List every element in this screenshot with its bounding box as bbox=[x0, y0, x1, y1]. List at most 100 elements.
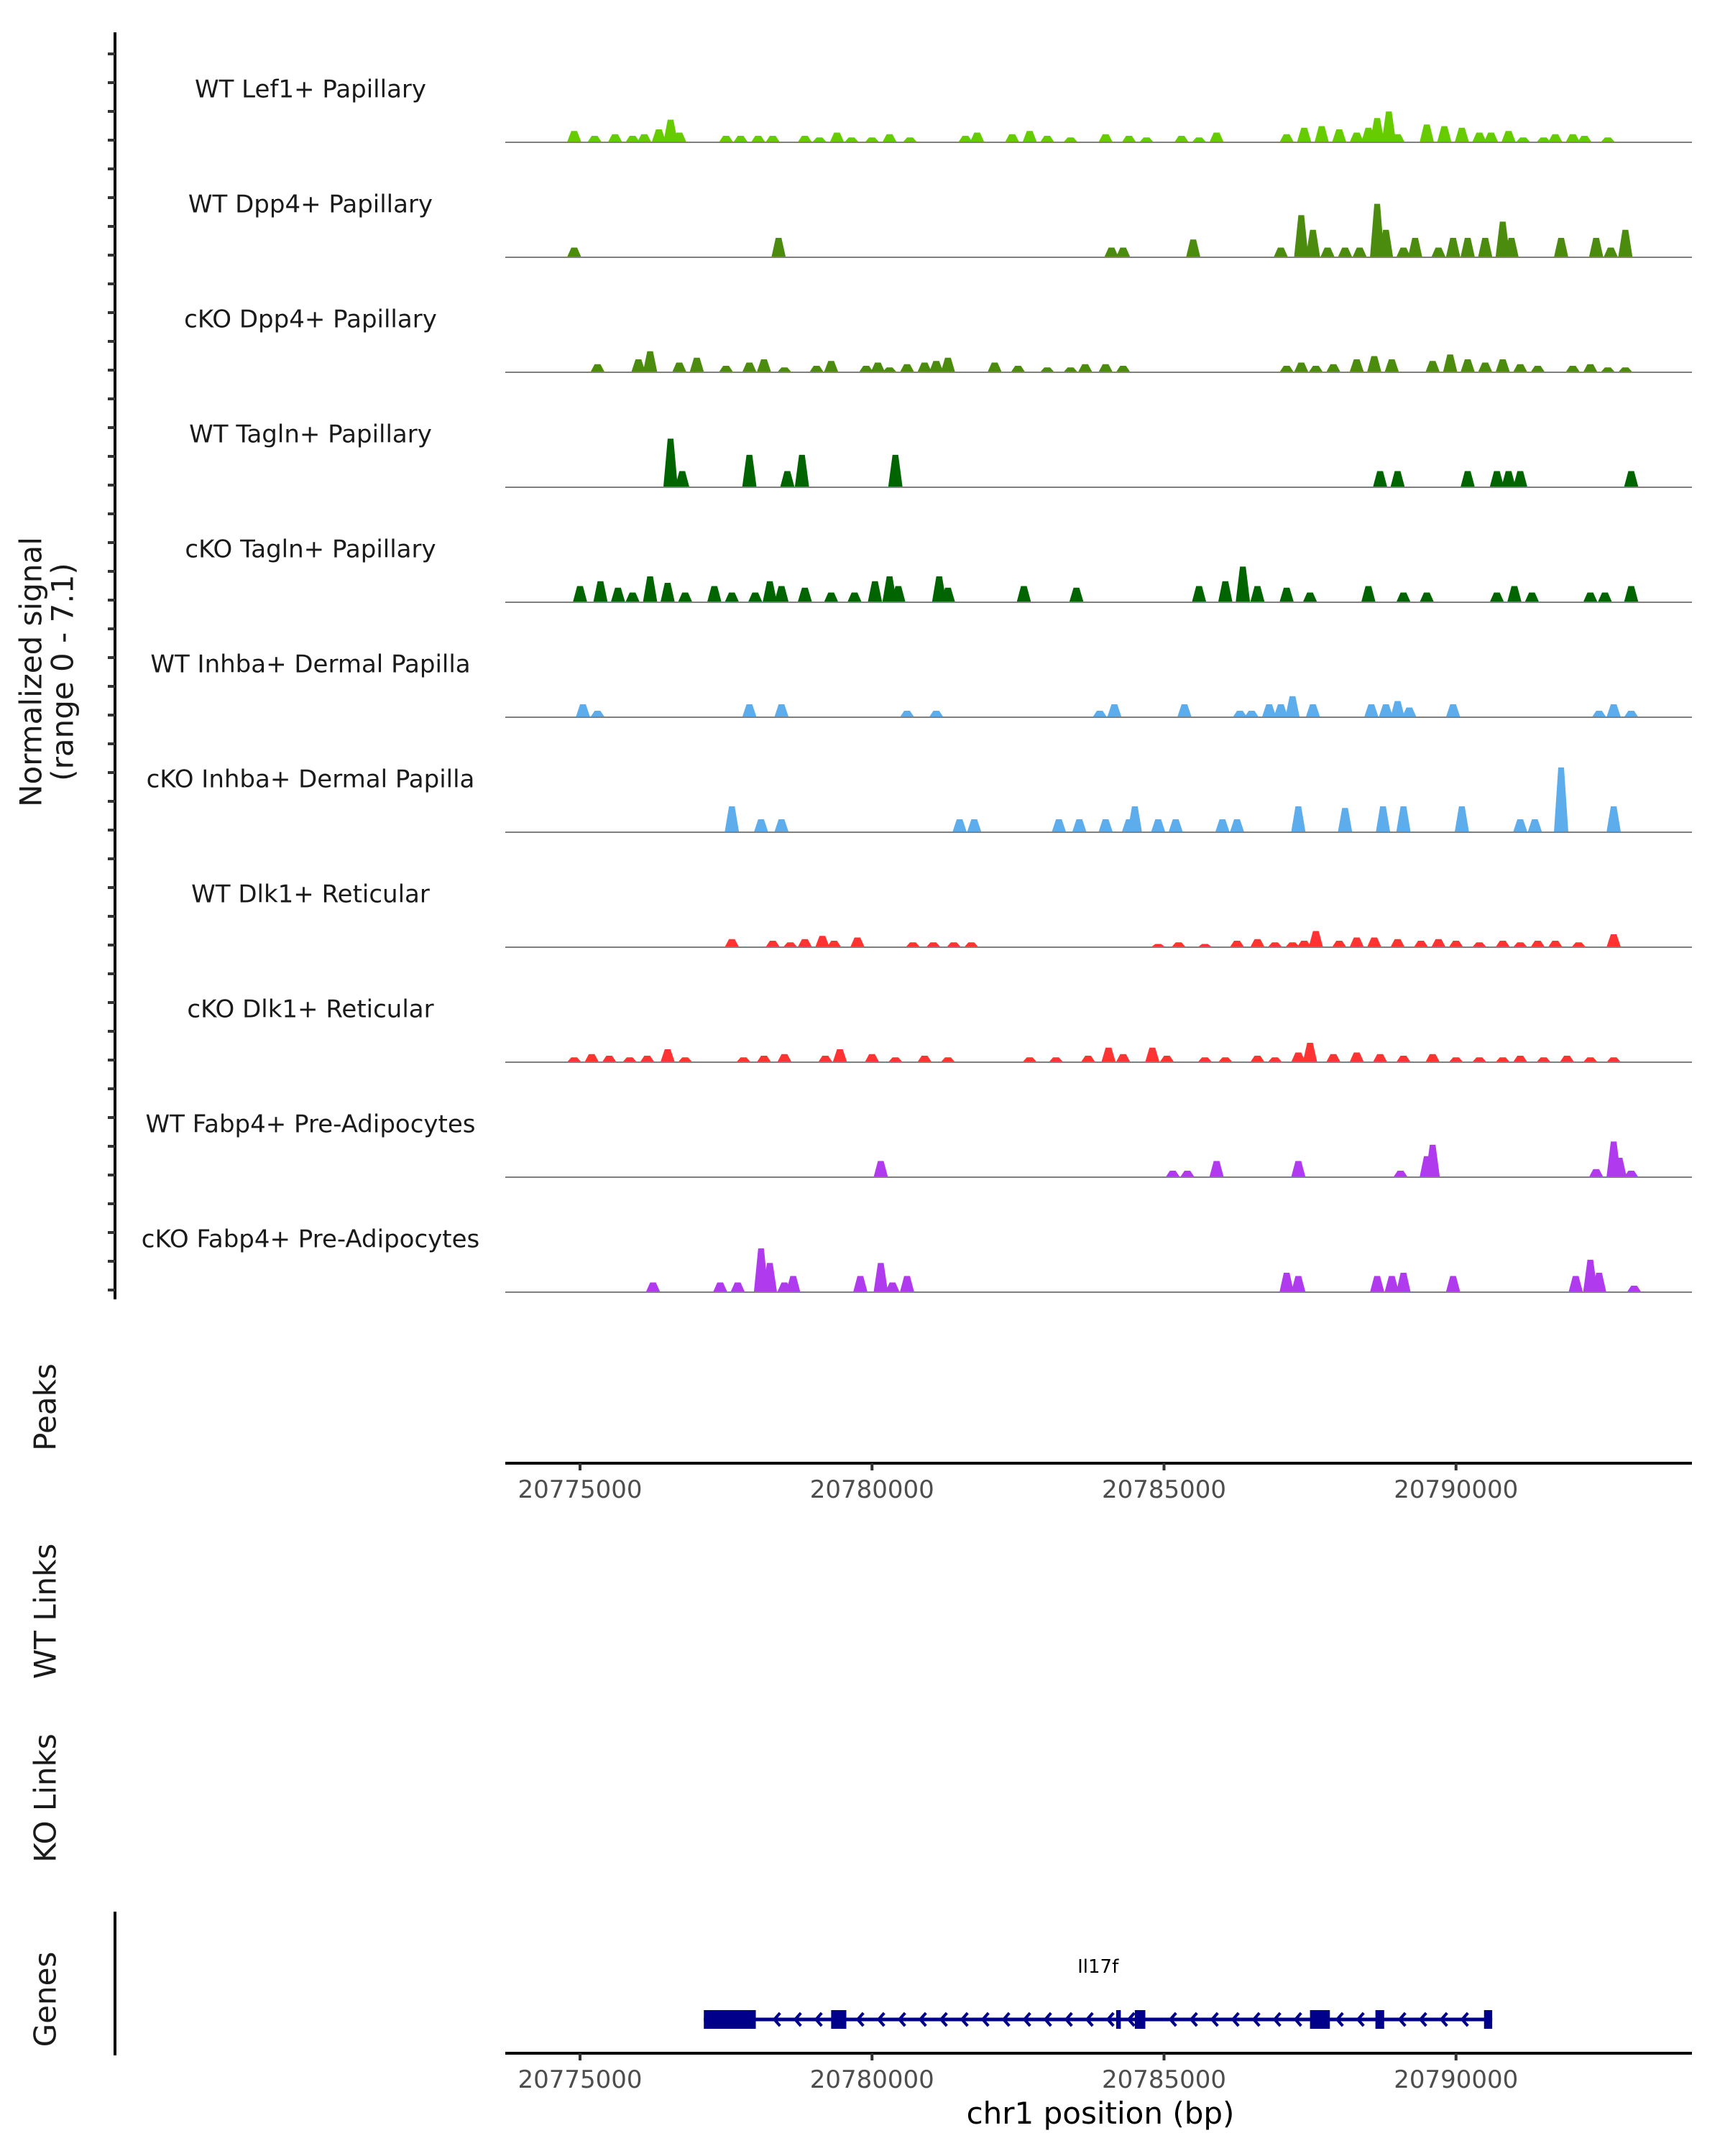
signal-peak bbox=[917, 1055, 932, 1062]
track: WT Tagln+ Papillary bbox=[189, 420, 1692, 488]
signal-peak bbox=[730, 1282, 745, 1292]
signal-peak bbox=[1393, 1170, 1408, 1177]
signal-peak bbox=[1560, 1055, 1575, 1062]
signal-peak bbox=[1431, 939, 1446, 947]
signal-peak bbox=[1291, 1161, 1306, 1177]
signal-peak bbox=[1145, 1047, 1160, 1062]
track: cKO Tagln+ Papillary bbox=[185, 535, 1692, 603]
signal-peak bbox=[1279, 1272, 1294, 1292]
signal-peak bbox=[672, 362, 687, 372]
track: cKO Inhba+ Dermal Papilla bbox=[147, 765, 1692, 833]
signal-peak bbox=[1349, 359, 1364, 372]
signal-peak bbox=[1098, 819, 1113, 832]
signal-peak bbox=[1308, 931, 1323, 947]
signal-peak bbox=[882, 134, 897, 142]
x-tick-label: 20775000 bbox=[518, 2065, 642, 2094]
signal-peak bbox=[753, 819, 768, 832]
signal-peak bbox=[1370, 203, 1385, 257]
x-axis-peaks: 20775000 20780000 20785000 20790000 bbox=[505, 1462, 1692, 1504]
signal-peak bbox=[1624, 586, 1639, 602]
signal-peak bbox=[873, 1263, 888, 1292]
signal-peak bbox=[610, 587, 625, 602]
signal-peak bbox=[660, 582, 675, 602]
signal-peak bbox=[1151, 819, 1166, 832]
signal-peak bbox=[1072, 819, 1087, 832]
signal-peak bbox=[1267, 1057, 1282, 1062]
signal-peak bbox=[847, 592, 862, 602]
signal-peak bbox=[1370, 1276, 1385, 1292]
signal-peak bbox=[1547, 940, 1563, 947]
signal-peak bbox=[1332, 129, 1347, 142]
signal-peak bbox=[566, 131, 581, 142]
signal-peak bbox=[952, 819, 967, 832]
track: WT Inhba+ Dermal Papilla bbox=[150, 650, 1692, 718]
signal-peak bbox=[1420, 592, 1435, 602]
signal-peak bbox=[777, 367, 792, 372]
signal-peak bbox=[1379, 704, 1394, 717]
signal-peak bbox=[882, 367, 897, 372]
track-label: WT Lef1+ Papillary bbox=[195, 75, 426, 104]
signal-peak bbox=[1384, 1276, 1399, 1292]
signal-peak bbox=[593, 581, 608, 602]
signal-peak bbox=[1565, 134, 1581, 142]
signal-peak bbox=[1604, 247, 1619, 257]
signal-peak bbox=[1624, 1170, 1639, 1177]
gene-track: Il17f bbox=[704, 1956, 1493, 2029]
signal-peak bbox=[885, 1282, 900, 1292]
signal-peak bbox=[1104, 247, 1119, 257]
signal-peak bbox=[1116, 365, 1131, 372]
strand-arrow-icon bbox=[1022, 2012, 1031, 2027]
signal-peak bbox=[1011, 365, 1026, 372]
signal-peak bbox=[786, 1276, 801, 1292]
signal-peak bbox=[1279, 134, 1294, 142]
signal-peak bbox=[742, 704, 757, 717]
signal-peak bbox=[1022, 131, 1037, 142]
strand-arrow-icon bbox=[814, 2012, 823, 2027]
signal-peak bbox=[1396, 1055, 1411, 1062]
signal-peak bbox=[1445, 704, 1460, 717]
signal-peak bbox=[797, 939, 812, 947]
signal-peak bbox=[958, 135, 973, 142]
signal-peak bbox=[719, 365, 734, 372]
signal-peak bbox=[750, 135, 765, 142]
signal-peak bbox=[1174, 135, 1189, 142]
signal-peak bbox=[1591, 1272, 1606, 1292]
signal-peak bbox=[1098, 134, 1113, 142]
signal-peak bbox=[1443, 354, 1458, 372]
signal-peak bbox=[1495, 359, 1510, 372]
signal-peak bbox=[1367, 356, 1381, 372]
signal-peak bbox=[1495, 940, 1510, 947]
wt-links-track-label: WT Links bbox=[28, 1544, 63, 1679]
signal-peak bbox=[765, 135, 781, 142]
signal-peak bbox=[1606, 934, 1622, 947]
signal-peak bbox=[967, 819, 982, 832]
signal-peak bbox=[637, 134, 652, 142]
strand-arrow-icon bbox=[939, 2012, 948, 2027]
strand-arrow-icon bbox=[1085, 2012, 1094, 2027]
track: WT Dpp4+ Papillary bbox=[188, 190, 1692, 258]
y-axis-title: Normalized signal (range 0 - 7.1) bbox=[14, 537, 80, 807]
signal-peak bbox=[1101, 1047, 1116, 1062]
signal-peak bbox=[1583, 592, 1598, 602]
peaks-track-label: Peaks bbox=[28, 1363, 63, 1451]
track: WT Dlk1+ Reticular bbox=[191, 880, 1692, 948]
signal-peak bbox=[1063, 137, 1078, 142]
signal-peak bbox=[1627, 1285, 1642, 1292]
signal-peak bbox=[1484, 132, 1499, 142]
signal-peak bbox=[1165, 1170, 1180, 1177]
signal-peak bbox=[1291, 1052, 1306, 1062]
signal-peak bbox=[1116, 247, 1131, 257]
signal-peak bbox=[566, 1057, 581, 1062]
signal-peak bbox=[1016, 586, 1031, 602]
signal-peak bbox=[1244, 710, 1259, 717]
signal-peak bbox=[1285, 942, 1300, 947]
signal-peak bbox=[1536, 137, 1551, 142]
signal-peak bbox=[1049, 1057, 1064, 1062]
signal-peak bbox=[607, 134, 622, 142]
signal-peak bbox=[1489, 592, 1504, 602]
signal-peak bbox=[1291, 1276, 1306, 1292]
signal-peak bbox=[1349, 1052, 1364, 1062]
signal-peak bbox=[1040, 367, 1054, 372]
signal-peak bbox=[1218, 1057, 1233, 1062]
signal-peak bbox=[1601, 137, 1615, 142]
